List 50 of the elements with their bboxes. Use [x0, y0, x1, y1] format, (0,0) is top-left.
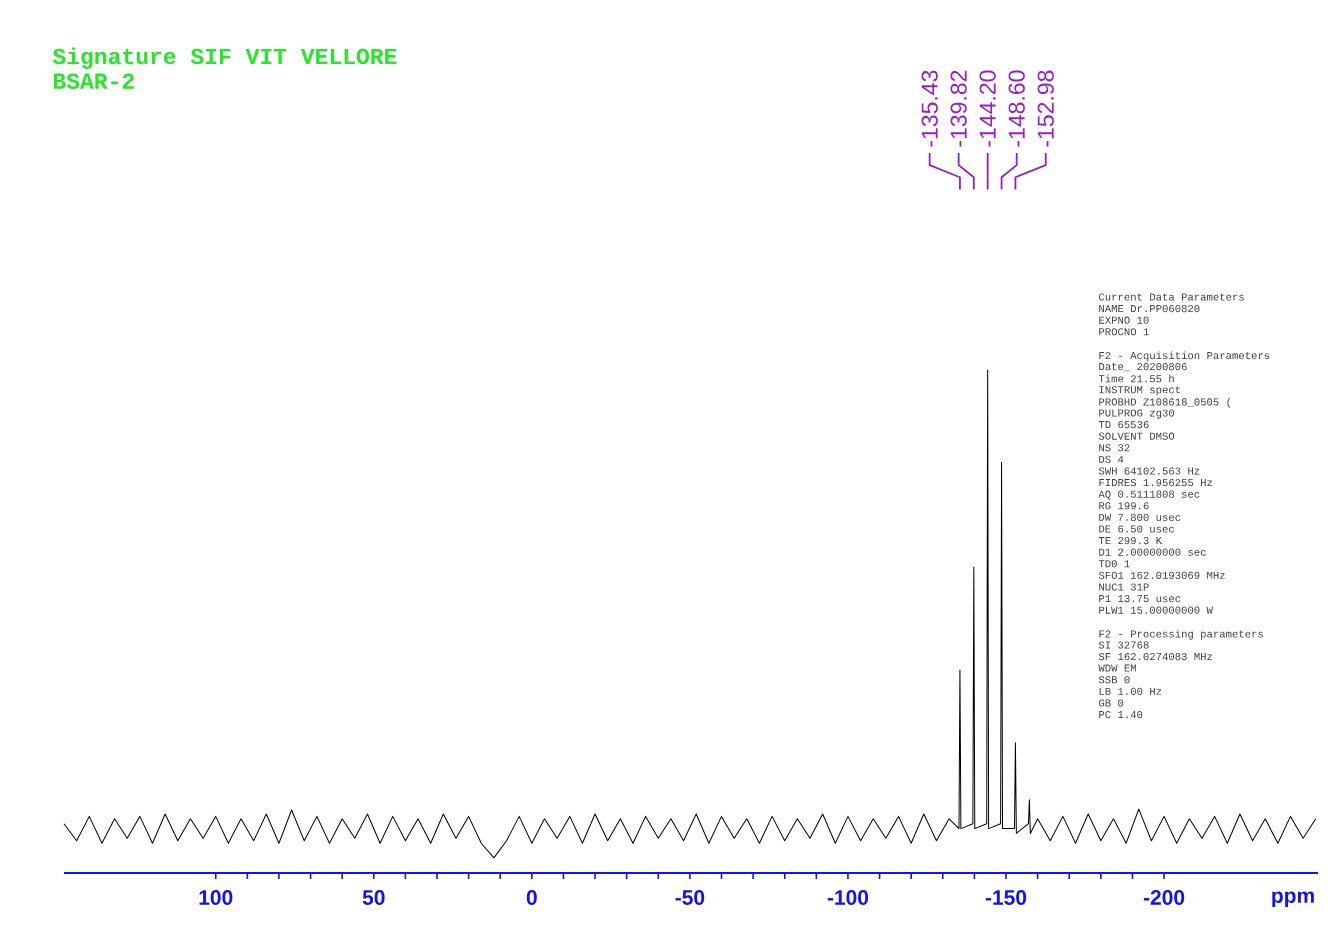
annotation: PROBHD Z108618_0505 (	[1099, 397, 1231, 408]
annotation: SOLVENT DMSO	[1098, 432, 1175, 440]
x-axis-title: ppm	[1272, 891, 1314, 908]
x-tick-label: -150	[985, 890, 1027, 905]
annotation: NS 32	[1099, 444, 1130, 452]
x-tick-label: 0	[526, 890, 537, 905]
annotation: -139.82	[950, 70, 967, 147]
annotation: PC 1.40	[1099, 710, 1143, 719]
annotation: SWH 64102.563 Hz	[1098, 467, 1200, 475]
x-tick-label: -50	[675, 890, 705, 905]
annotation: TD 65536	[1098, 420, 1149, 429]
text: PROCNO 1	[1099, 328, 1149, 336]
annotation: AQ 0.5111808 sec	[1098, 490, 1200, 500]
annotation: PULPROG zg30	[1099, 409, 1175, 419]
x-tick-label: -200	[1143, 890, 1185, 905]
annotation: -135.43	[921, 70, 938, 147]
annotation: F2 - Processing parameters	[1099, 629, 1263, 640]
text: NAME Dr.PP060820	[1099, 304, 1200, 313]
annotation: SFO1 162.0193069 MHz	[1098, 571, 1225, 579]
annotation: FIDRES 1.956255 Hz	[1099, 478, 1213, 487]
annotation: DS 4	[1099, 455, 1124, 463]
annotation: INSTRUM spect	[1099, 386, 1180, 396]
annotation: WDW EM	[1098, 664, 1136, 672]
annotation: GB 0	[1099, 699, 1124, 707]
annotation: SF 162.0274083 MHz	[1098, 652, 1213, 661]
annotation: -144.20	[979, 70, 996, 147]
chart-title: Signature SIF VIT VELLORE	[52, 47, 397, 69]
annotation: DW 7.800 usec	[1099, 513, 1181, 521]
text: EXPNO 10	[1099, 316, 1149, 324]
annotation: -152.98	[1037, 70, 1054, 147]
annotation: D1 2.00000000 sec	[1099, 548, 1206, 556]
x-tick-label: -100	[827, 890, 869, 905]
annotation: P1 13.75 usec	[1099, 594, 1181, 603]
x-tick-label: 50	[362, 890, 385, 905]
annotation: -148.60	[1008, 70, 1025, 147]
annotation: DE 6.50 usec	[1099, 525, 1174, 533]
annotation: Time 21.55 h	[1098, 374, 1174, 383]
annotation: TE 299.3 K	[1098, 536, 1163, 545]
annotation: Date_ 20200806	[1099, 362, 1187, 372]
annotation: RG 199.6	[1099, 502, 1149, 510]
x-tick-label: 100	[199, 890, 233, 905]
annotation: SI 32768	[1098, 641, 1149, 649]
text: Current Data Parameters	[1099, 293, 1244, 301]
text: F2 - Acquisition Parameters	[1099, 351, 1270, 362]
annotation: NUC1 31P	[1099, 583, 1149, 591]
annotation: SSB 0	[1098, 676, 1130, 684]
chart-subtitle: BSAR-2	[53, 73, 134, 89]
annotation: PLW1 15.00000000 W	[1099, 606, 1213, 614]
annotation: TD0 1	[1098, 560, 1130, 568]
annotation: LB 1.00 Hz	[1099, 687, 1162, 695]
